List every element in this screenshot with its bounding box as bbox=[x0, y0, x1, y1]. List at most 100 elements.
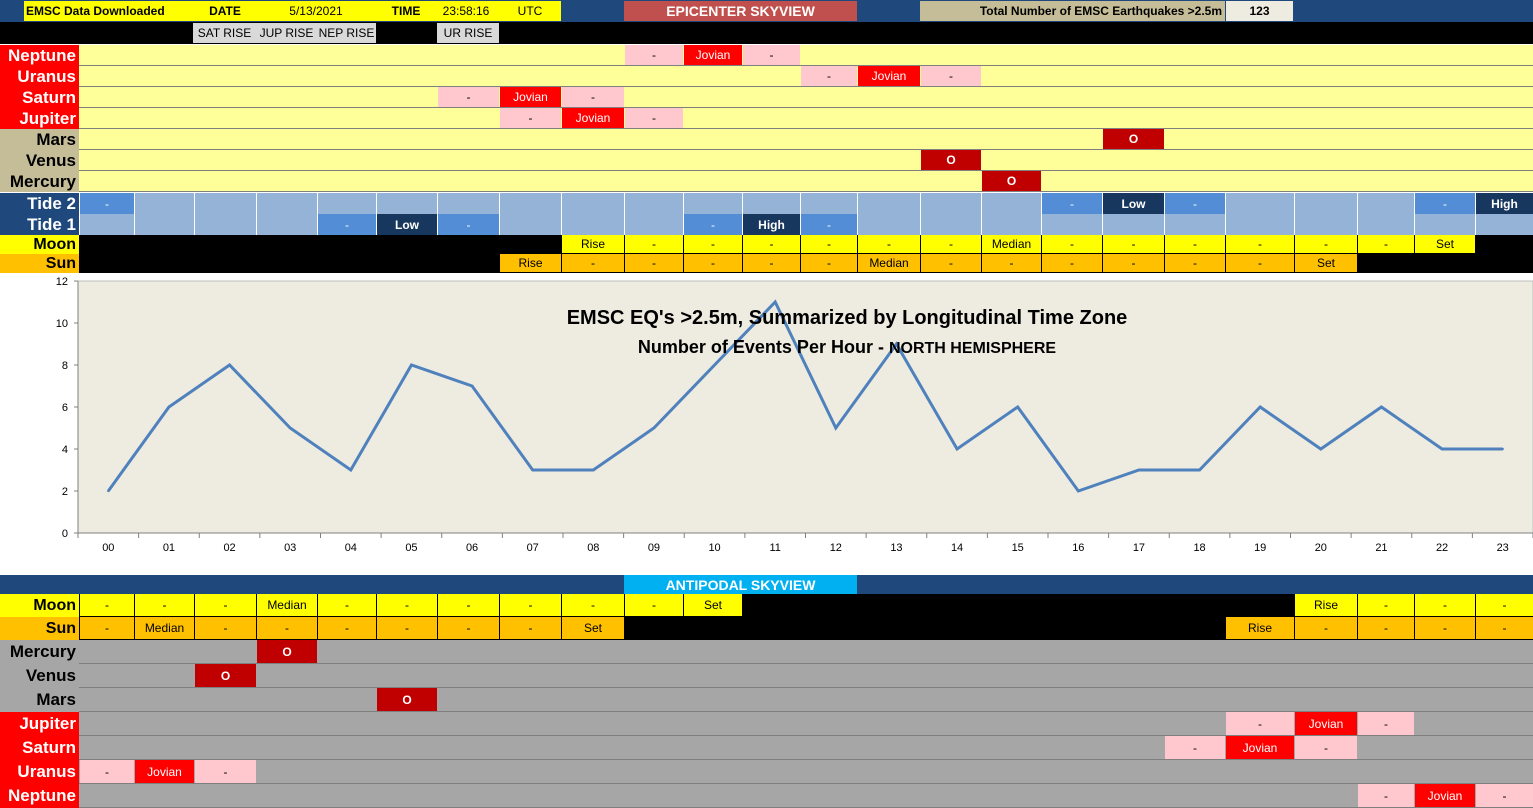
x-tick-label: 03 bbox=[284, 542, 296, 554]
y-tick-label: 12 bbox=[56, 276, 68, 288]
x-tick-label: 19 bbox=[1254, 542, 1266, 554]
hour-cell bbox=[1042, 214, 1102, 235]
hour-cell bbox=[1358, 214, 1414, 235]
jup-rise-label: JUP RISE bbox=[256, 23, 317, 43]
hour-cell bbox=[438, 193, 499, 214]
hour-cell: Jovian bbox=[135, 760, 194, 783]
hour-cell bbox=[743, 193, 800, 214]
row-label: Venus bbox=[0, 150, 79, 171]
x-tick-label: 07 bbox=[527, 542, 539, 554]
planet-row-bg bbox=[79, 640, 1533, 664]
row-label: Mars bbox=[0, 688, 79, 712]
hour-cell: - bbox=[257, 617, 317, 639]
data-point bbox=[1501, 447, 1504, 451]
data-point bbox=[1319, 447, 1323, 451]
hour-cell: High bbox=[743, 214, 800, 235]
hour-cell: Set bbox=[1415, 235, 1475, 253]
data-point bbox=[1016, 405, 1019, 409]
hour-cell: - bbox=[80, 594, 134, 616]
planet-row-bg bbox=[79, 108, 1533, 129]
hour-cell bbox=[921, 214, 981, 235]
series-line bbox=[107, 299, 1503, 493]
hour-cell: Rise bbox=[500, 254, 561, 272]
time-value: 23:58:16 bbox=[442, 4, 490, 18]
hour-cell: - bbox=[743, 45, 800, 65]
hour-cell bbox=[1226, 193, 1294, 214]
row-label: Mercury bbox=[0, 171, 79, 192]
hour-cell: - bbox=[801, 66, 857, 86]
data-point bbox=[652, 426, 656, 430]
data-point bbox=[834, 426, 838, 430]
hour-cell: Set bbox=[684, 594, 742, 616]
hour-cell: - bbox=[318, 214, 376, 235]
hour-cell: O bbox=[1103, 129, 1164, 149]
hour-cell bbox=[318, 193, 376, 214]
hour-cell: Rise bbox=[1295, 594, 1357, 616]
hour-cell bbox=[982, 214, 1041, 235]
hour-cell: Rise bbox=[562, 235, 624, 253]
hour-cell: - bbox=[1226, 712, 1294, 735]
hour-cell: - bbox=[1042, 235, 1102, 253]
data-point bbox=[895, 342, 898, 346]
hour-cell: - bbox=[982, 254, 1041, 272]
hour-cell: Jovian bbox=[858, 66, 920, 86]
chart-subtitle-region: NORTH HEMISPHERE bbox=[889, 340, 1056, 357]
x-tick-label: 09 bbox=[648, 542, 660, 554]
hour-cell bbox=[1476, 214, 1533, 235]
planet-row-bg bbox=[79, 688, 1533, 712]
hour-cell: - bbox=[1358, 594, 1414, 616]
row-label: Jupiter bbox=[0, 108, 79, 129]
x-tick-label: 12 bbox=[830, 542, 842, 554]
hour-cell: - bbox=[80, 760, 134, 783]
y-tick-label: 8 bbox=[62, 360, 68, 372]
data-point bbox=[228, 363, 231, 367]
hour-cell bbox=[684, 193, 742, 214]
x-tick-label: 10 bbox=[708, 542, 720, 554]
row-label: Neptune bbox=[0, 784, 79, 808]
hour-cell bbox=[625, 214, 683, 235]
planet-row-bg bbox=[79, 784, 1533, 808]
data-point bbox=[1440, 447, 1444, 451]
chart-subtitle: Number of Events Per Hour - NORTH HEMISP… bbox=[638, 337, 1057, 357]
hour-cell: - bbox=[195, 760, 256, 783]
planet-row-bg bbox=[79, 129, 1533, 150]
hour-cell: Median bbox=[257, 594, 317, 616]
hour-cell bbox=[625, 193, 683, 214]
hour-cell: - bbox=[1358, 712, 1414, 735]
hour-cell: - bbox=[1476, 784, 1533, 807]
hour-cell: - bbox=[562, 594, 624, 616]
hour-cell: O bbox=[982, 171, 1041, 191]
data-point bbox=[592, 468, 595, 472]
hour-cell: - bbox=[318, 617, 376, 639]
data-point bbox=[531, 468, 534, 472]
row-label: Uranus bbox=[0, 760, 79, 784]
hour-cell: - bbox=[1358, 784, 1414, 807]
x-tick-label: 04 bbox=[345, 542, 357, 554]
hour-cell: O bbox=[377, 688, 437, 711]
hour-cell: - bbox=[1415, 617, 1475, 639]
epicenter-skyview-title: EPICENTER SKYVIEW bbox=[624, 1, 857, 21]
y-tick-label: 4 bbox=[62, 444, 68, 456]
date-value: 5/13/2021 bbox=[289, 4, 343, 18]
data-point bbox=[955, 447, 959, 451]
hour-cell: - bbox=[80, 617, 134, 639]
hour-cell: - bbox=[684, 235, 742, 253]
hour-cell: Set bbox=[562, 617, 624, 639]
hour-cell: - bbox=[1415, 193, 1475, 214]
hour-cell: - bbox=[1226, 235, 1294, 253]
hour-cell: - bbox=[195, 617, 256, 639]
hour-cell bbox=[1295, 193, 1357, 214]
x-tick-label: 18 bbox=[1193, 542, 1205, 554]
chart-area: 0 2 4 6 8 10 12 00 01 02 03 04 05 06 07 08 09 10 11 12 13 14 1… bbox=[0, 273, 1533, 575]
date-label: DATE bbox=[209, 4, 241, 18]
hour-cell bbox=[135, 214, 194, 235]
data-point bbox=[1380, 405, 1383, 409]
hour-cell bbox=[858, 193, 920, 214]
data-point bbox=[1258, 405, 1262, 409]
nep-rise-label: NEP RISE bbox=[317, 23, 376, 43]
hour-cell: - bbox=[921, 66, 981, 86]
hour-cell: - bbox=[377, 594, 437, 616]
planet-row-bg bbox=[79, 664, 1533, 688]
hour-cell: Jovian bbox=[562, 108, 624, 128]
